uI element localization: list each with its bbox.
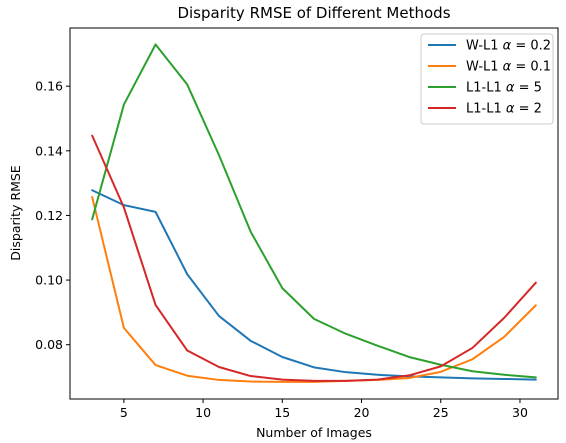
y-axis: 0.08 0.10 0.12 0.14 0.16 bbox=[35, 79, 70, 352]
legend-label-suffix: = 2 bbox=[514, 102, 541, 117]
series-line-l1-l1-2 bbox=[91, 134, 537, 382]
chart-title: Disparity RMSE of Different Methods bbox=[177, 4, 450, 22]
legend-label-prefix: L1-L1 bbox=[466, 102, 506, 117]
y-tick-label: 0.12 bbox=[35, 208, 63, 223]
legend-box bbox=[420, 33, 554, 125]
x-tick-label: 5 bbox=[120, 405, 128, 420]
x-tick-label: 10 bbox=[195, 405, 211, 420]
legend-items: W-L1 α = 0.2W-L1 α = 0.1L1-L1 α = 5L1-L1… bbox=[428, 39, 551, 117]
legend: W-L1 α = 0.2W-L1 α = 0.1L1-L1 α = 5L1-L1… bbox=[420, 33, 554, 125]
series-line-l1-l1-5 bbox=[91, 43, 537, 379]
y-tick-label: 0.08 bbox=[35, 337, 63, 352]
legend-label-suffix: = 0.2 bbox=[511, 39, 551, 54]
legend-label: L1-L1 α = 2 bbox=[466, 102, 542, 117]
legend-label-suffix: = 5 bbox=[514, 81, 541, 96]
y-tick-label: 0.10 bbox=[35, 273, 63, 288]
legend-label-symbol: α bbox=[503, 60, 512, 75]
legend-label-prefix: W-L1 bbox=[466, 39, 503, 54]
x-tick-label: 20 bbox=[354, 405, 370, 420]
y-axis-label: Disparity RMSE bbox=[8, 165, 23, 260]
x-tick-label: 15 bbox=[274, 405, 290, 420]
legend-label: W-L1 α = 0.2 bbox=[466, 39, 551, 54]
series-line-w-l1-0-2 bbox=[91, 189, 537, 381]
legend-label: W-L1 α = 0.1 bbox=[466, 60, 551, 75]
legend-label-suffix: = 0.1 bbox=[511, 60, 551, 75]
x-axis-label: Number of Images bbox=[256, 425, 372, 440]
series-layer bbox=[91, 43, 537, 383]
plot-frame bbox=[69, 27, 559, 400]
legend-label-symbol: α bbox=[503, 39, 512, 54]
legend-label: L1-L1 α = 5 bbox=[466, 81, 542, 96]
legend-label-prefix: L1-L1 bbox=[466, 81, 506, 96]
x-axis: 5 10 15 20 25 30 bbox=[120, 399, 528, 420]
x-tick-label: 25 bbox=[433, 405, 449, 420]
y-tick-label: 0.14 bbox=[35, 143, 63, 158]
legend-label-symbol: α bbox=[506, 81, 515, 96]
legend-label-symbol: α bbox=[506, 102, 515, 117]
series-line-w-l1-0-1 bbox=[91, 196, 537, 383]
x-tick-label: 30 bbox=[512, 405, 528, 420]
y-tick-label: 0.16 bbox=[35, 79, 63, 94]
legend-label-prefix: W-L1 bbox=[466, 60, 503, 75]
